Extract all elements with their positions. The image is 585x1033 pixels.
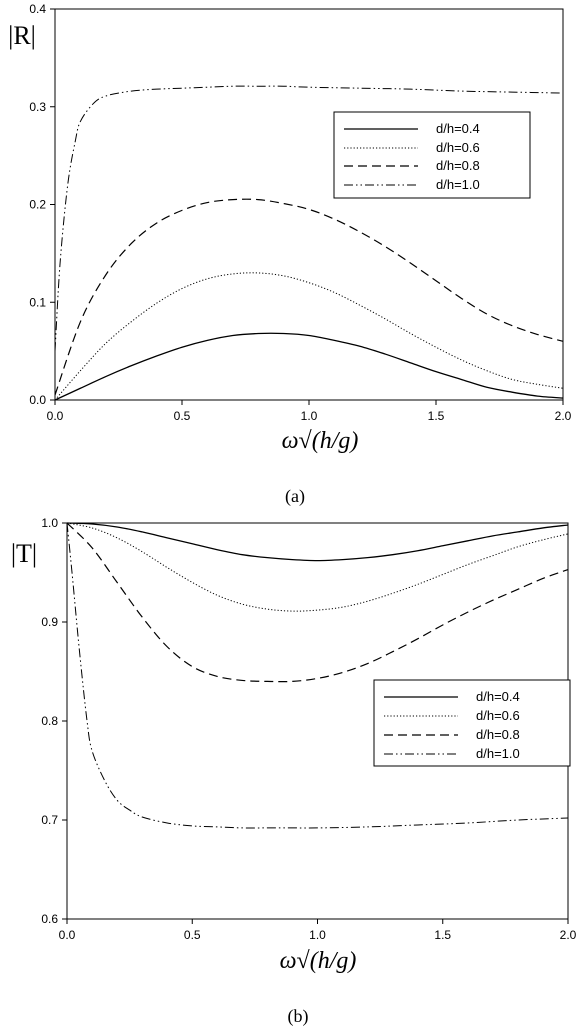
series-line-b-2 (66, 522, 569, 683)
x-tick-label-a: 1.0 (301, 409, 318, 423)
legend-box-a (333, 111, 531, 199)
plot-frame-a (54, 8, 564, 401)
x-tick-label-a: 2.0 (555, 409, 572, 423)
x-tick-label-b: 2.0 (560, 928, 577, 942)
legend-label-a-2: d/h=0.8 (436, 158, 480, 173)
x-axis-label-b: ω√(h/g) (280, 948, 357, 974)
y-axis-label-b: |T| (11, 539, 37, 568)
legend-label-a-0: d/h=0.4 (436, 121, 480, 136)
x-tick-label-b: 1.5 (434, 928, 451, 942)
legend-b: d/h=0.4 d/h=0.6 d/h=0.8 d/h=1.0 (373, 679, 571, 767)
y-tick-label-b: 0.9 (41, 615, 58, 629)
y-tick-label-b: 0.8 (41, 714, 58, 728)
legend-label-b-3: d/h=1.0 (476, 746, 520, 761)
y-tick-label-b: 1.0 (41, 516, 58, 530)
x-tick-label-a: 0.0 (47, 409, 64, 423)
legend-label-b-0: d/h=0.4 (476, 689, 520, 704)
y-tick-label-a: 0.4 (29, 2, 46, 16)
y-tick-label-b: 0.6 (41, 912, 58, 926)
y-tick-label-a: 0.1 (29, 295, 46, 309)
panel-a-reflection-chart: 0.0 0.5 1.0 1.5 2.0 0.0 0.1 0.2 0.3 0.4 |R| ω√(h/… (8, 2, 572, 507)
x-axis-label-a: ω√(h/g) (282, 428, 359, 454)
panel-label-a: (a) (285, 486, 305, 507)
panel-label-b: (b) (288, 1006, 309, 1027)
x-tick-label-b: 0.0 (59, 928, 76, 942)
y-axis-label-a: |R| (8, 21, 36, 50)
x-tick-label-a: 0.5 (174, 409, 191, 423)
panel-b-transmission-chart: 0.0 0.5 1.0 1.5 2.0 0.6 0.7 0.8 0.9 1.0 |T| ω√(h/… (11, 516, 577, 1027)
y-tick-label-a: 0.0 (29, 393, 46, 407)
x-tick-label-b: 1.0 (309, 928, 326, 942)
legend-label-a-3: d/h=1.0 (436, 177, 480, 192)
plot-area-a: 0.0 0.5 1.0 1.5 2.0 0.0 0.1 0.2 0.3 0.4 (29, 2, 571, 423)
legend-label-b-1: d/h=0.6 (476, 708, 520, 723)
series-line-a-1 (54, 272, 564, 401)
legend-label-a-1: d/h=0.6 (436, 140, 480, 155)
y-tick-label-a: 0.3 (29, 100, 46, 114)
x-tick-label-b: 0.5 (184, 928, 201, 942)
series-line-b-0 (66, 522, 569, 562)
legend-a: d/h=0.4 d/h=0.6 d/h=0.8 d/h=1.0 (333, 111, 531, 199)
y-tick-label-a: 0.2 (29, 198, 46, 212)
series-line-a-3 (54, 85, 564, 352)
x-tick-label-a: 1.5 (428, 409, 445, 423)
legend-label-b-2: d/h=0.8 (476, 727, 520, 742)
series-line-b-1 (66, 522, 569, 612)
series-line-a-0 (54, 332, 564, 401)
y-tick-label-b: 0.7 (41, 813, 58, 827)
series-line-b-3 (66, 522, 569, 829)
legend-box-b (373, 679, 571, 767)
